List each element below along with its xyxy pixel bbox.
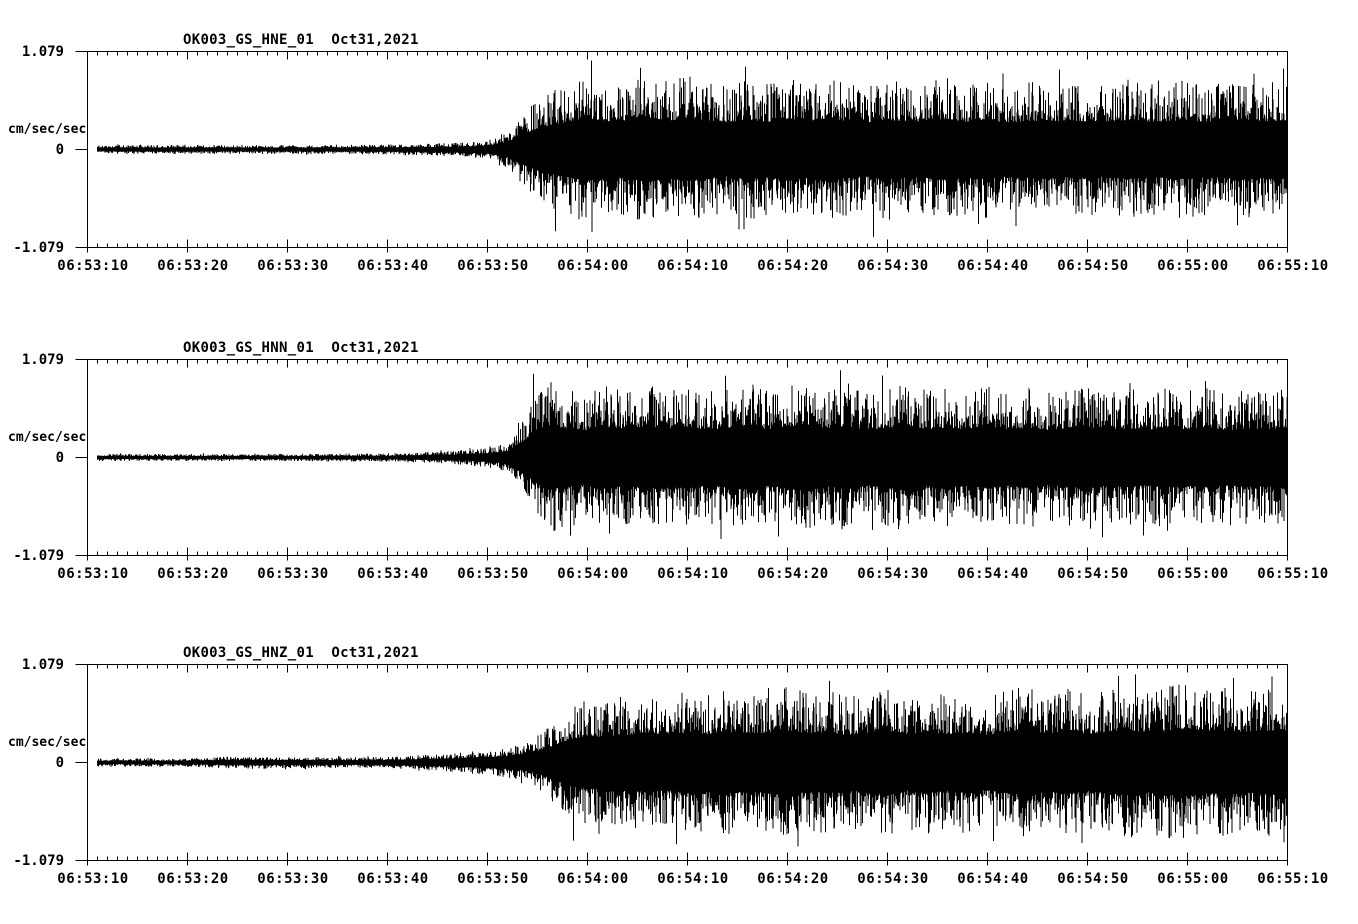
time-tick-label: 06:54:50 [1057, 871, 1129, 887]
time-tick-label: 06:53:50 [457, 566, 529, 582]
time-tick-label: 06:54:40 [957, 258, 1029, 274]
time-tick-label: 06:54:10 [657, 566, 729, 582]
plot-frame-and-ticks [75, 664, 1288, 866]
time-tick-label: 06:54:50 [1057, 566, 1129, 582]
time-axis-labels: 06:53:10 06:53:20 06:53:30 06:53:40 06:53:50… [57, 566, 1329, 585]
waveform-plot-hnz [75, 664, 1288, 866]
seismogram-panel-hne: OK003_GS_HNE_01 Oct31,2021 1.079 cm/sec/… [0, 32, 1358, 312]
time-tick-label: 06:54:50 [1057, 258, 1129, 274]
time-tick-label: 06:53:30 [257, 871, 329, 887]
time-tick-label: 06:54:20 [757, 566, 829, 582]
waveform-trace [97, 674, 1288, 847]
time-tick-label: 06:55:00 [1157, 566, 1229, 582]
time-tick-label: 06:54:20 [757, 258, 829, 274]
time-tick-label: 06:54:40 [957, 871, 1029, 887]
time-tick-label: 06:55:00 [1157, 258, 1229, 274]
plot-frame-and-ticks [75, 359, 1288, 561]
time-tick-label: 06:55:10 [1257, 871, 1329, 887]
panel-title: OK003_GS_HNN_01 Oct31,2021 [183, 340, 419, 356]
time-tick-label: 06:54:10 [657, 258, 729, 274]
time-tick-label: 06:53:10 [57, 871, 129, 887]
time-tick-label: 06:54:00 [557, 566, 629, 582]
time-tick-label: 06:53:20 [157, 871, 229, 887]
time-tick-label: 06:53:40 [357, 566, 429, 582]
y-zero-label: 0 [55, 142, 64, 158]
y-min-label: -1.079 [13, 240, 64, 256]
time-tick-label: 06:54:30 [857, 871, 929, 887]
y-min-label: -1.079 [13, 853, 64, 869]
time-tick-label: 06:53:30 [257, 258, 329, 274]
time-tick-label: 06:53:20 [157, 258, 229, 274]
time-axis-labels: 06:53:10 06:53:20 06:53:30 06:53:40 06:53:50… [57, 871, 1329, 890]
waveform-plot-hnn [75, 359, 1288, 561]
time-tick-label: 06:54:20 [757, 871, 829, 887]
time-tick-label: 06:53:10 [57, 258, 129, 274]
panel-title: OK003_GS_HNZ_01 Oct31,2021 [183, 645, 419, 661]
time-tick-label: 06:53:40 [357, 871, 429, 887]
time-tick-label: 06:53:10 [57, 566, 129, 582]
waveform-trace [97, 370, 1288, 539]
time-tick-label: 06:54:30 [857, 258, 929, 274]
time-tick-label: 06:54:40 [957, 566, 1029, 582]
seismogram-panel-hnn: OK003_GS_HNN_01 Oct31,2021 1.079 cm/sec/… [0, 340, 1358, 620]
y-unit-label: cm/sec/sec [8, 735, 87, 750]
y-max-label: 1.079 [21, 657, 64, 673]
y-max-label: 1.079 [21, 44, 64, 60]
y-min-label: -1.079 [13, 548, 64, 564]
time-tick-label: 06:54:00 [557, 258, 629, 274]
time-tick-label: 06:55:10 [1257, 566, 1329, 582]
time-axis-labels: 06:53:10 06:53:20 06:53:30 06:53:40 06:53:50… [57, 258, 1329, 277]
y-zero-label: 0 [55, 450, 64, 466]
time-tick-label: 06:53:30 [257, 566, 329, 582]
time-tick-label: 06:54:00 [557, 871, 629, 887]
y-unit-label: cm/sec/sec [8, 430, 87, 445]
y-zero-label: 0 [55, 755, 64, 771]
time-tick-label: 06:53:40 [357, 258, 429, 274]
time-tick-label: 06:53:50 [457, 871, 529, 887]
panel-title: OK003_GS_HNE_01 Oct31,2021 [183, 32, 419, 48]
y-max-label: 1.079 [21, 352, 64, 368]
waveform-trace [97, 60, 1288, 237]
waveform-plot-hne [75, 51, 1288, 253]
time-tick-label: 06:54:30 [857, 566, 929, 582]
time-tick-label: 06:53:50 [457, 258, 529, 274]
time-tick-label: 06:55:10 [1257, 258, 1329, 274]
time-tick-label: 06:53:20 [157, 566, 229, 582]
seismogram-panel-hnz: OK003_GS_HNZ_01 Oct31,2021 1.079 cm/sec/… [0, 645, 1358, 924]
plot-frame-and-ticks [75, 51, 1288, 253]
y-unit-label: cm/sec/sec [8, 122, 87, 137]
time-tick-label: 06:55:00 [1157, 871, 1229, 887]
time-tick-label: 06:54:10 [657, 871, 729, 887]
